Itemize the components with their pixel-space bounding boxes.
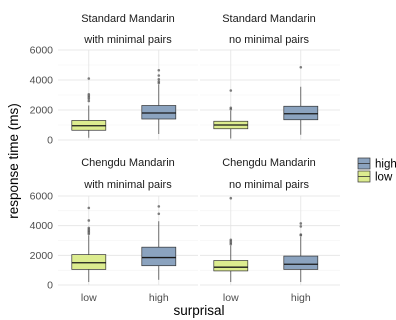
box-low	[71, 77, 107, 138]
box-low	[213, 196, 249, 283]
y-tick-label: 2000	[30, 250, 54, 262]
x-tick-labels: low high low high	[81, 292, 311, 304]
box-iqr	[71, 254, 107, 270]
outlier-point	[299, 225, 303, 228]
box-iqr	[283, 255, 319, 270]
facet-panel-4	[200, 195, 340, 286]
facet-panel-3	[58, 195, 198, 286]
facet-title-2-line-1: Standard Mandarin	[222, 13, 316, 25]
outlier-point	[299, 222, 303, 225]
outlier-point	[87, 226, 91, 230]
facet-panels	[58, 49, 340, 286]
x-axis-title: surprisal	[173, 303, 224, 318]
legend-item-low: low	[357, 170, 393, 184]
facet-title-3-line-2: with minimal pairs	[83, 179, 172, 191]
box-high	[283, 65, 319, 135]
box-iqr	[213, 260, 249, 272]
outlier-point	[87, 219, 91, 222]
outlier-point	[229, 196, 233, 200]
y-tick-labels: 0 2000 4000 6000 0 2000 4000 6000	[30, 45, 54, 292]
facet-title-4-line-2: no minimal pairs	[229, 179, 310, 191]
box-high	[283, 222, 319, 283]
y-axis-title: response time (ms)	[6, 103, 21, 219]
facet-title-2-line-2: no minimal pairs	[229, 34, 310, 46]
facet-title-3-line-1: Chengdu Mandarin	[81, 157, 175, 169]
outlier-point	[157, 80, 161, 83]
facet-panel-2	[200, 49, 340, 141]
y-tick-label: 2000	[30, 105, 54, 117]
y-tick-label: 6000	[30, 191, 54, 203]
facet-strip-labels: Standard Mandarin with minimal pairs Sta…	[81, 13, 316, 191]
outlier-point	[87, 99, 91, 103]
legend-label: high	[375, 159, 396, 171]
box-low	[71, 206, 107, 283]
facet-title-4-line-1: Chengdu Mandarin	[222, 157, 316, 169]
y-tick-label: 6000	[30, 45, 54, 57]
y-tick-label: 4000	[30, 75, 54, 87]
y-tick-label: 4000	[30, 220, 54, 232]
legend-item-high: high	[357, 157, 396, 171]
y-tick-label: 0	[47, 280, 53, 292]
outlier-point	[299, 233, 303, 236]
outlier-point	[299, 65, 303, 69]
facet-panel-1	[58, 49, 198, 141]
outlier-point	[229, 89, 233, 92]
outlier-point	[87, 77, 91, 80]
outlier-point	[229, 106, 233, 110]
x-tick-label: low	[81, 292, 97, 304]
box-low	[213, 89, 249, 139]
box-iqr	[141, 246, 177, 267]
box-high	[141, 205, 177, 280]
box-iqr	[141, 105, 177, 120]
outlier-point	[229, 238, 233, 242]
y-tick-label: 0	[47, 135, 53, 147]
outlier-point	[157, 212, 161, 216]
outlier-point	[157, 68, 161, 72]
outlier-point	[87, 206, 91, 210]
legend-label: low	[375, 172, 393, 184]
outlier-point	[87, 92, 91, 96]
outlier-point	[157, 205, 161, 208]
facet-title-1-line-1: Standard Mandarin	[81, 13, 175, 25]
x-tick-label: high	[291, 292, 311, 304]
outlier-point	[157, 74, 161, 77]
facet-title-1-line-2: with minimal pairs	[83, 34, 172, 46]
x-tick-label: high	[149, 292, 169, 304]
outlier-point	[157, 77, 161, 81]
box-iqr	[283, 105, 319, 121]
x-tick-label: low	[223, 292, 239, 304]
box-high	[141, 68, 177, 134]
